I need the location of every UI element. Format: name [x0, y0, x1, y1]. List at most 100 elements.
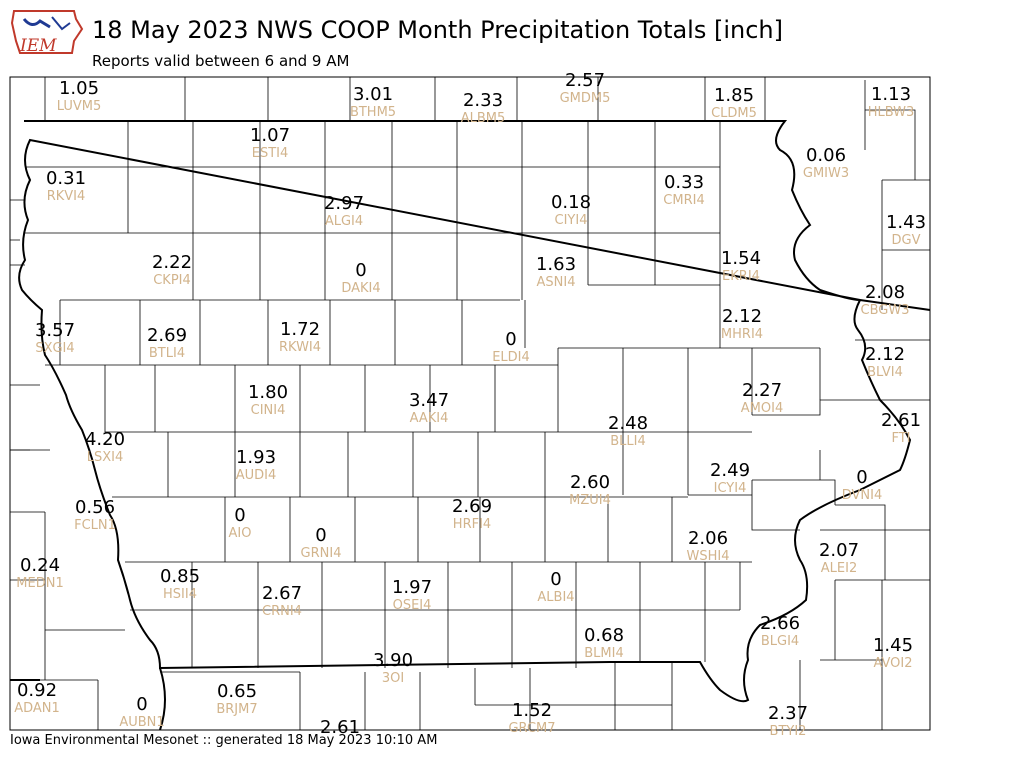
station-id: ALGI4	[325, 214, 363, 229]
precip-value: 2.57	[565, 70, 605, 91]
station-id: ADAN1	[14, 701, 60, 716]
station-id: CMRI4	[663, 193, 704, 208]
county-line	[45, 347, 821, 495]
map-title: 18 May 2023 NWS COOP Month Precipitation…	[92, 16, 783, 44]
precip-value: 1.43	[886, 212, 926, 233]
county-boundaries	[10, 77, 930, 730]
precip-value: 2.97	[324, 193, 364, 214]
station-id: WSHI4	[687, 549, 730, 564]
map-subtitle: Reports valid between 6 and 9 AM	[92, 52, 350, 70]
precip-value: 2.69	[147, 325, 187, 346]
precip-value: 2.66	[760, 613, 800, 634]
station-id: ELDI4	[492, 350, 530, 365]
station-id: OSEI4	[393, 598, 432, 613]
county-line	[799, 179, 930, 730]
station-id: GMDM5	[560, 91, 611, 106]
county-line	[112, 450, 836, 531]
station-id: CBGW3	[861, 303, 910, 318]
precip-value: 1.93	[236, 447, 276, 468]
precip-value: 0	[136, 694, 147, 715]
iem-logo: IEM	[10, 10, 84, 56]
station-id: ALEI2	[821, 561, 857, 576]
county-line	[191, 562, 706, 668]
precip-value: 1.97	[392, 577, 432, 598]
station-id: AIO	[229, 526, 252, 541]
iowa-outline-logo-shape	[10, 10, 84, 54]
station-id: LSXI4	[87, 450, 124, 465]
precip-value: 2.67	[262, 583, 302, 604]
county-line	[10, 449, 125, 681]
county-line	[125, 561, 752, 610]
station-id: MZUI4	[569, 493, 611, 508]
station-id: GRCM7	[508, 721, 555, 736]
precip-value: 0	[234, 505, 245, 526]
precip-value: 0.31	[46, 168, 86, 189]
county-line	[44, 77, 916, 180]
precip-value: 3.90	[373, 650, 413, 671]
precip-value: 2.12	[722, 306, 762, 327]
county-line	[10, 199, 25, 266]
precip-value: 1.52	[512, 700, 552, 721]
station-id: RKVI4	[47, 189, 86, 204]
station-id: AUDI4	[236, 468, 277, 483]
station-id: HSII4	[163, 587, 197, 602]
state-boundaries	[10, 120, 931, 731]
station-id: BLMI4	[584, 646, 623, 661]
station-id: AUBN1	[119, 715, 164, 730]
station-id: ICYI4	[714, 481, 747, 496]
precip-value: 0.33	[664, 172, 704, 193]
station-id: ALBM5	[461, 111, 506, 126]
station-id: CLDM5	[711, 106, 757, 121]
county-line	[59, 300, 526, 365]
station-id: DGV	[892, 233, 921, 248]
station-id: ALBI4	[537, 590, 574, 605]
station-plot: 2.61	[320, 717, 360, 738]
precip-value: 0	[355, 260, 366, 281]
precip-value: 2.61	[320, 717, 360, 738]
footer-credit: Iowa Environmental Mesonet :: generated …	[10, 733, 438, 748]
precip-value: 0	[550, 569, 561, 590]
precip-value: 2.69	[452, 496, 492, 517]
county-line	[25, 166, 720, 301]
station-id: ESTI4	[252, 146, 289, 161]
county-line	[10, 384, 40, 451]
station-id: FTI	[891, 431, 910, 446]
precip-value: 0.65	[217, 681, 257, 702]
county-line	[127, 121, 721, 348]
precip-value: 2.49	[710, 460, 750, 481]
station-id: FCLN1	[74, 518, 116, 533]
county-line	[97, 662, 673, 730]
station-id: 3OI	[382, 671, 404, 686]
